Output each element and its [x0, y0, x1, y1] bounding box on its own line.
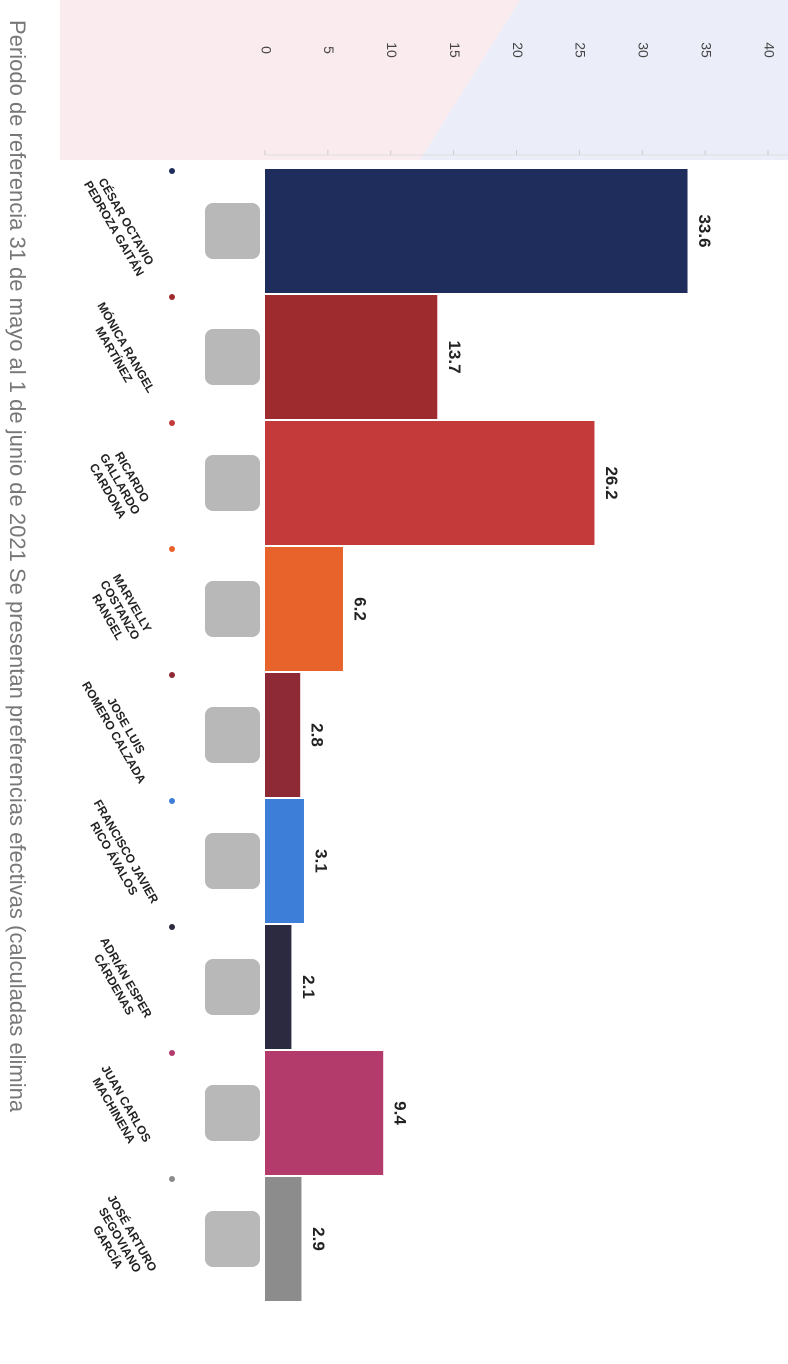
candidate-photo	[205, 203, 260, 259]
y-tick-label: 30	[636, 42, 652, 58]
bar	[265, 799, 304, 923]
y-tick-label: 20	[510, 42, 526, 58]
bar	[265, 547, 343, 671]
value-label: 6.2	[350, 597, 369, 621]
value-label: 9.4	[391, 1101, 410, 1125]
footnote: Periodo de referencia 31 de mayo al 1 de…	[5, 20, 30, 1113]
y-tick-label: 15	[447, 42, 463, 58]
y-tick-label: 25	[573, 42, 589, 58]
bar	[265, 169, 688, 293]
bar	[265, 295, 438, 419]
bar	[265, 421, 595, 545]
value-label: 33.6	[695, 214, 714, 247]
y-tick-label: 35	[698, 42, 714, 58]
bar	[265, 925, 292, 1049]
y-tick-label: 5	[321, 46, 337, 54]
value-label: 3.1	[311, 849, 330, 873]
candidate-photo	[205, 959, 260, 1015]
candidate-photo	[205, 329, 260, 385]
background-shape	[420, 0, 788, 160]
bar	[265, 673, 301, 797]
bar	[265, 1177, 302, 1301]
legend-dot	[169, 420, 175, 426]
value-label: 2.8	[308, 723, 327, 747]
value-label: 2.1	[299, 975, 318, 999]
legend-dot	[169, 1050, 175, 1056]
background-shape	[60, 0, 520, 160]
legend-dot	[169, 798, 175, 804]
candidate-photo	[205, 581, 260, 637]
y-tick-label: 40	[761, 42, 777, 58]
y-tick-label: 0	[258, 46, 274, 54]
candidate-photo	[205, 455, 260, 511]
bar	[265, 1051, 384, 1175]
legend-dot	[169, 1176, 175, 1182]
candidate-photo	[205, 1085, 260, 1141]
legend-dot	[169, 672, 175, 678]
legend-dot	[169, 546, 175, 552]
candidate-photo	[205, 1211, 260, 1267]
candidate-photo	[205, 833, 260, 889]
legend-dot	[169, 168, 175, 174]
value-label: 13.7	[445, 340, 464, 373]
legend-dot	[169, 924, 175, 930]
value-label: 2.9	[309, 1227, 328, 1251]
candidate-photo	[205, 707, 260, 763]
value-label: 26.2	[602, 466, 621, 499]
y-tick-label: 10	[384, 42, 400, 58]
legend-dot	[169, 294, 175, 300]
